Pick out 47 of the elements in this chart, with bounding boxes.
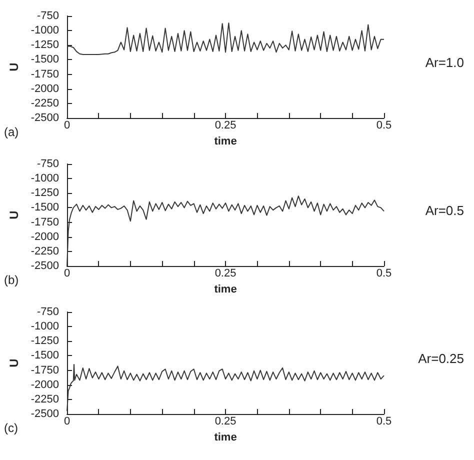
x-tick-label: 0.5 xyxy=(376,268,392,280)
text: Ar=1.0 xyxy=(425,55,464,70)
y-tick-label: -1000 xyxy=(30,172,60,185)
y-tick-label: -1500 xyxy=(30,350,60,362)
y-axis-title: U xyxy=(7,62,21,72)
y-tick-label: -2250 xyxy=(30,245,60,258)
y-tick-label: -1750 xyxy=(30,68,60,80)
x-axis-title: time xyxy=(214,284,237,296)
y-tick-label: -2500 xyxy=(30,260,60,272)
x-tick-label: 0 xyxy=(64,268,70,280)
y-tick-label: -1750 xyxy=(30,216,60,228)
y-tick-label: -2500 xyxy=(30,112,60,124)
line-series xyxy=(66,364,384,412)
text: (b) xyxy=(4,273,19,287)
y-tick-label: -1000 xyxy=(30,320,60,333)
text: Ar=0.5 xyxy=(425,203,464,218)
text: (a) xyxy=(4,125,19,139)
y-axis-title: U xyxy=(7,358,21,368)
x-tick-label: 0.5 xyxy=(376,416,392,428)
y-tick-label: -2000 xyxy=(30,378,60,391)
x-tick-label: 0 xyxy=(64,416,70,428)
x-tick-label: 0.25 xyxy=(214,416,236,428)
y-tick-label: -1250 xyxy=(30,335,60,348)
y-tick-label: -1250 xyxy=(30,187,60,200)
y-tick-label: -750 xyxy=(37,158,60,170)
x-axis-title: time xyxy=(214,432,237,444)
x-tick-label: 0 xyxy=(64,120,70,132)
y-tick-label: -750 xyxy=(37,306,60,318)
x-tick-label: 0.5 xyxy=(376,120,392,132)
y-tick-label: -1500 xyxy=(30,54,60,66)
y-tick-label: -2500 xyxy=(30,408,60,420)
y-tick-label: -750 xyxy=(37,10,60,22)
y-tick-label: -2000 xyxy=(30,230,60,243)
y-tick-label: -2000 xyxy=(30,82,60,95)
y-tick-label: -1000 xyxy=(30,24,60,37)
text: (c) xyxy=(4,421,18,435)
y-tick-label: -2250 xyxy=(30,97,60,110)
x-axis-title: time xyxy=(214,136,237,148)
y-tick-label: -1250 xyxy=(30,39,60,52)
y-tick-label: -1500 xyxy=(30,202,60,214)
y-tick-label: -2250 xyxy=(30,393,60,406)
line-series xyxy=(66,22,384,55)
text: Ar=0.25 xyxy=(418,351,464,366)
x-tick-label: 0.25 xyxy=(214,120,236,132)
y-tick-label: -1750 xyxy=(30,364,60,376)
x-tick-label: 0.25 xyxy=(214,268,236,280)
y-axis-title: U xyxy=(7,210,21,220)
